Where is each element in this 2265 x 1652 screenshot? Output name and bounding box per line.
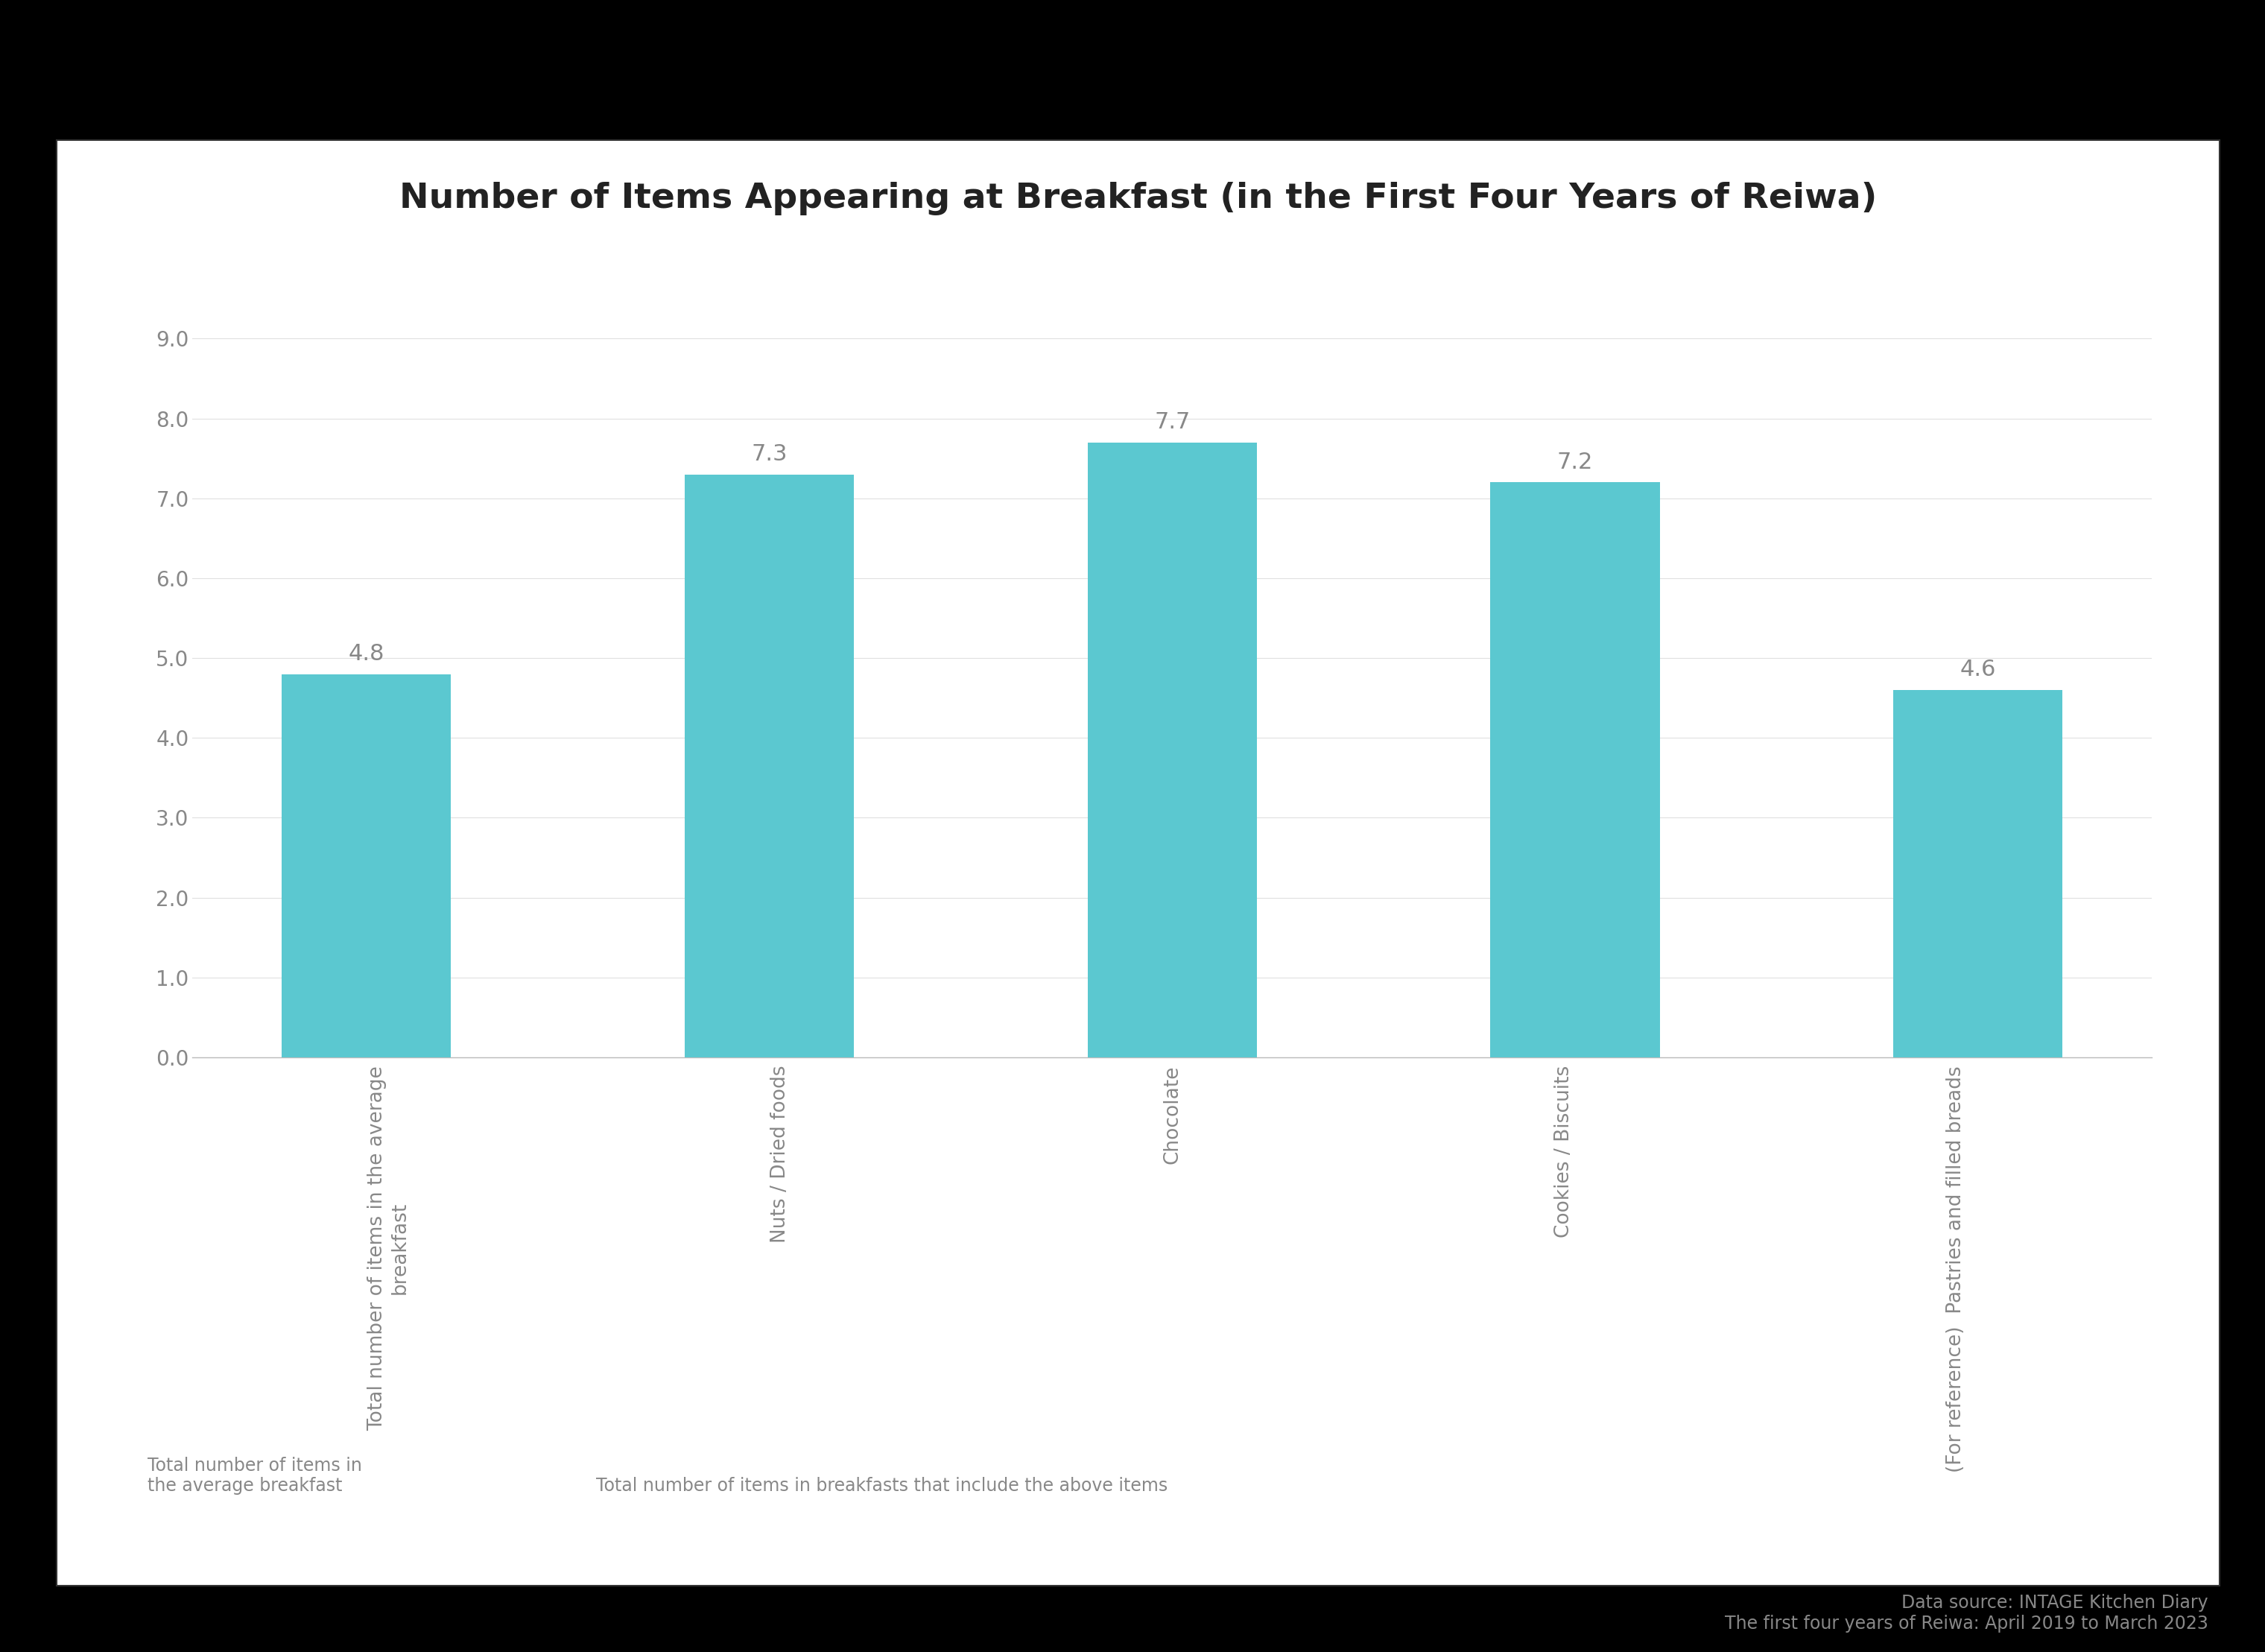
Text: 4.8: 4.8: [349, 643, 385, 664]
Text: Total number of items in
the average breakfast: Total number of items in the average bre…: [147, 1457, 362, 1495]
Bar: [1087, 443, 1257, 1057]
Text: Data source: INTAGE Kitchen Diary
The first four years of Reiwa: April 2019 to M: Data source: INTAGE Kitchen Diary The fi…: [1726, 1594, 2208, 1632]
Text: Total number of items in the average
breakfast: Total number of items in the average bre…: [367, 1066, 410, 1431]
Text: 7.3: 7.3: [752, 443, 788, 464]
Bar: [684, 474, 854, 1057]
Text: (For reference)  Pastries and filled breads: (For reference) Pastries and filled brea…: [1946, 1066, 1966, 1472]
Text: 4.6: 4.6: [1959, 659, 1995, 681]
Bar: [1490, 482, 1660, 1057]
Text: Cookies / Biscuits: Cookies / Biscuits: [1554, 1066, 1574, 1237]
Text: Number of Items Appearing at Breakfast (in the First Four Years of Reiwa): Number of Items Appearing at Breakfast (…: [399, 182, 1878, 215]
Text: 7.2: 7.2: [1556, 451, 1592, 472]
Bar: [281, 674, 451, 1057]
Text: Nuts / Dried foods: Nuts / Dried foods: [770, 1066, 790, 1244]
Text: Total number of items in breakfasts that include the above items: Total number of items in breakfasts that…: [596, 1477, 1166, 1495]
Text: 7.7: 7.7: [1155, 411, 1189, 433]
Text: Chocolate: Chocolate: [1162, 1066, 1182, 1165]
Bar: [1894, 691, 2063, 1057]
